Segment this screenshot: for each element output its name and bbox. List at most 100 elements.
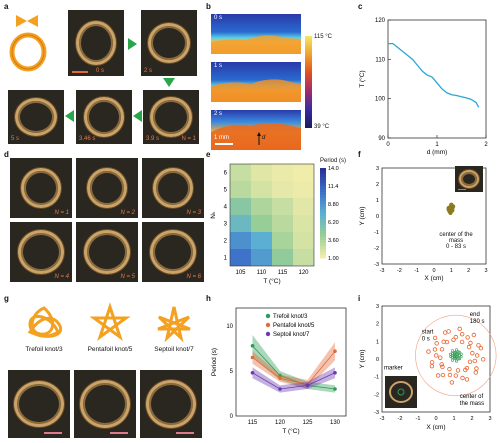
x-tick-label: 1 xyxy=(450,268,453,274)
legend-marker xyxy=(265,322,271,328)
x-axis-label: X (cm) xyxy=(424,275,443,282)
series-point xyxy=(278,387,282,391)
heatmap-cell xyxy=(230,164,251,181)
marker-point xyxy=(463,367,468,373)
colorbar-segment xyxy=(320,198,326,202)
x-tick-label: 110 xyxy=(257,270,267,276)
heatmap-cell xyxy=(293,181,314,198)
bowtie-icon xyxy=(30,225,44,229)
x-tick-label: -2 xyxy=(397,268,402,274)
x-tick-label: 115 xyxy=(278,270,288,276)
com-point xyxy=(455,353,459,357)
time-label: 0 s xyxy=(214,15,223,21)
x-tick-label: 0 xyxy=(434,416,437,422)
inset-com xyxy=(397,388,405,396)
heatmap-cell xyxy=(230,215,251,232)
series-point xyxy=(333,387,337,391)
y-tick-label: 0 xyxy=(230,414,234,420)
marker-point xyxy=(459,339,465,345)
series-line xyxy=(252,372,336,390)
n-label: N = 1 xyxy=(54,210,69,216)
heatmap-cell xyxy=(272,232,293,249)
marker-point xyxy=(460,375,465,381)
x-tick-label: 2 xyxy=(484,142,488,148)
n-label: N = 6 xyxy=(186,274,201,280)
plot-frame xyxy=(381,305,491,413)
marker-point xyxy=(439,362,444,367)
marker-point xyxy=(453,373,458,378)
com-label: center of the mass xyxy=(439,232,473,244)
y-tick-label: 110 xyxy=(375,57,385,63)
time-label: 0 s xyxy=(96,68,105,74)
y-tick-label: 100 xyxy=(375,97,386,103)
heatmap-cell xyxy=(251,249,272,266)
com-label-2: the mass xyxy=(460,401,484,407)
marker-point xyxy=(471,332,477,338)
y-tick-label: 0 xyxy=(376,357,379,363)
panel-label-a: a xyxy=(4,2,9,11)
bowtie-icon xyxy=(14,14,40,28)
colorbar-segment xyxy=(320,234,326,238)
scale-bar xyxy=(72,71,88,73)
y-axis-label: Y (cm) xyxy=(359,206,366,225)
plot-frame xyxy=(229,163,315,267)
heatmap-cell xyxy=(251,181,272,198)
knot-diagrams: Trefoil knot/3 Pentafoil knot/5 Septoil … xyxy=(14,298,204,360)
photo-a-2s: 2 s xyxy=(141,10,197,76)
com-point xyxy=(449,205,454,211)
colorbar-segment xyxy=(320,207,326,211)
colorbar-segment xyxy=(320,204,326,208)
colorbar-segment xyxy=(320,171,326,175)
outer-guide-circle xyxy=(415,314,497,397)
marker-point xyxy=(440,364,445,370)
x-tick-label: 1 xyxy=(452,416,455,422)
colorbar-segment xyxy=(320,225,326,229)
colorbar-segment xyxy=(320,186,326,190)
heatmap-cell xyxy=(251,164,272,181)
y-tick-label: 5 xyxy=(230,369,234,375)
heatmap-cell xyxy=(293,164,314,181)
colorbar-segment xyxy=(320,240,326,244)
y-tick-label: 3 xyxy=(376,304,379,310)
d-label: d xyxy=(262,135,266,141)
colorbar-segment xyxy=(320,213,326,217)
heatmap-cell xyxy=(272,215,293,232)
series-point xyxy=(305,383,310,388)
marker-point xyxy=(457,326,462,332)
knot-label-trefoil: Trefoil knot/3 xyxy=(25,346,63,353)
com-point xyxy=(449,352,453,356)
com-point xyxy=(456,357,460,361)
com-point xyxy=(454,348,458,352)
x-tick-label: 3 xyxy=(488,416,491,422)
heatmap-cell xyxy=(272,198,293,215)
colorbar-segment xyxy=(320,180,326,184)
com-point xyxy=(457,350,461,354)
marker-point xyxy=(455,368,461,373)
arrow-down-icon xyxy=(163,78,175,87)
chart-f: -3 -2 -1 0 1 2 3 -3 -2 -1 0 1 2 3 X (cm) Y (cm) xyxy=(359,166,488,282)
marker-point xyxy=(470,350,475,356)
marker-point xyxy=(476,343,481,348)
series-point xyxy=(250,355,255,360)
legend-label: Septoil knot/7 xyxy=(273,332,310,338)
colorbar-segment xyxy=(320,246,326,250)
photo-g-pentafoil xyxy=(74,370,136,438)
marker-point xyxy=(465,335,470,340)
heatmap-cell xyxy=(293,215,314,232)
time-label: 1 s xyxy=(214,63,223,69)
y-tick-label: 3 xyxy=(376,166,379,172)
series-point xyxy=(278,376,282,380)
x-tick-label: -1 xyxy=(416,416,421,422)
photo-g-trefoil xyxy=(8,370,70,438)
colorbar-segment xyxy=(320,201,326,205)
inset-ring xyxy=(389,381,413,403)
x-axis-label: d (mm) xyxy=(427,149,448,156)
x-axis-label: T (°C) xyxy=(263,277,280,285)
marker-point xyxy=(467,359,473,365)
y-tick-label: -1 xyxy=(374,230,379,236)
end-time-label: 180 s xyxy=(470,319,485,325)
colorbar-segment xyxy=(320,192,326,196)
photo-d-n2: N = 2 xyxy=(76,158,138,218)
colorbar-tick-label: 3.60 xyxy=(328,238,339,244)
